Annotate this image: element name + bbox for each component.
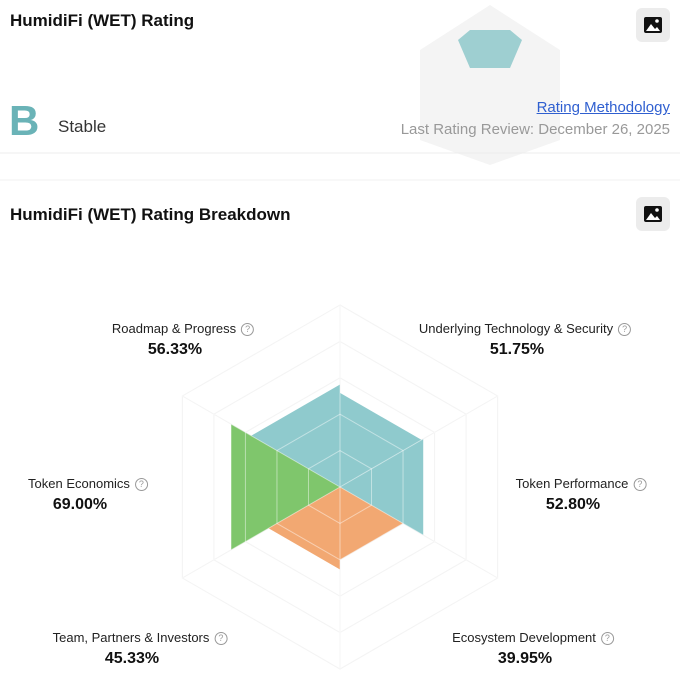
grid-ring [244, 377, 436, 597]
category-text: Token Performance [515, 476, 629, 491]
value-label: 69.00% [52, 496, 108, 513]
grid-ring [307, 450, 373, 524]
value-label: 39.95% [497, 650, 553, 667]
help-icon[interactable]: ? [618, 323, 632, 336]
category-text: Team, Partners & Investors [52, 630, 210, 645]
chart-title: HumidiFi (WET) Rating Breakdown [10, 205, 291, 224]
image-icon [644, 17, 662, 33]
category-label: Team, Partners & Investors? [53, 630, 228, 645]
last-review: Last Rating Review: December 26, 2025 [400, 121, 670, 138]
help-icon[interactable]: ? [241, 323, 255, 336]
category-label: Token Economics? [28, 476, 148, 491]
image-button[interactable] [636, 197, 670, 231]
grid-ring [276, 413, 404, 561]
grid-ring [181, 304, 499, 670]
category-text: Token Economics [28, 476, 130, 491]
radar [181, 304, 499, 670]
wedge [340, 438, 424, 536]
grid-spoke [339, 486, 498, 579]
image-icon [644, 206, 662, 222]
grid-spoke [339, 395, 498, 488]
category-label: Underlying Technology & Security? [418, 321, 632, 336]
category-text: Underlying Technology & Security [418, 321, 614, 336]
header-title: HumidiFi (WET) Rating [10, 11, 195, 30]
wedge [251, 384, 340, 487]
help-icon[interactable]: ? [214, 632, 228, 645]
wedge [340, 487, 403, 560]
wedge [268, 487, 340, 570]
category-label: Ecosystem Development? [452, 630, 614, 645]
value-label: 56.33% [147, 341, 203, 358]
value-label: 45.33% [104, 650, 160, 667]
grid-spoke [182, 395, 341, 488]
grade: B [9, 97, 40, 144]
help-icon[interactable]: ? [633, 478, 647, 491]
pyramid-decoration [420, 5, 560, 165]
category-label: Token Performance? [516, 476, 647, 491]
category-text: Ecosystem Development [452, 630, 596, 645]
category-label: Roadmap & Progress? [111, 321, 255, 336]
wedge [340, 392, 422, 487]
value-label: 51.75% [489, 341, 545, 358]
wedge [231, 424, 340, 550]
pyramid-gem [458, 30, 522, 68]
value-label: 52.80% [545, 496, 601, 513]
image-button[interactable] [636, 8, 670, 42]
help-icon[interactable]: ? [600, 632, 614, 645]
grid-ring [213, 340, 467, 634]
status: Stable [58, 117, 107, 136]
grid-spoke [182, 486, 341, 579]
category-text: Roadmap & Progress [111, 321, 237, 336]
methodology-link[interactable]: Rating Methodology [536, 99, 670, 116]
help-icon[interactable]: ? [134, 478, 148, 491]
